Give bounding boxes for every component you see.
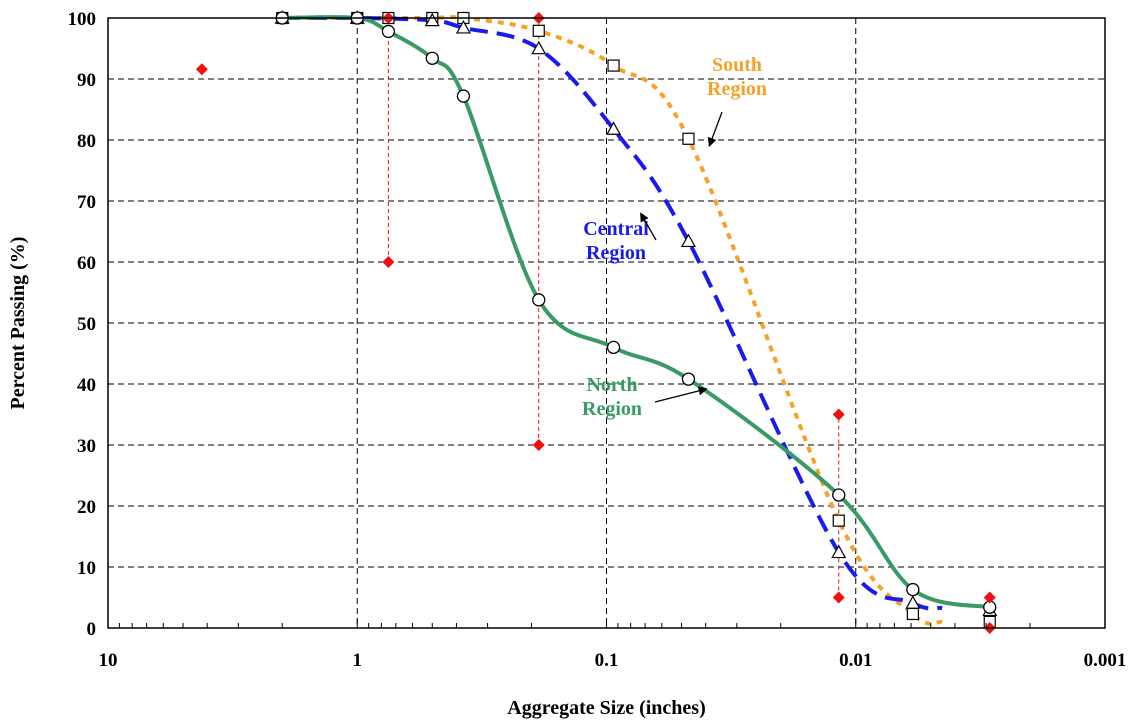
triangle-marker xyxy=(606,121,622,135)
y-tick-label: 70 xyxy=(77,192,96,213)
triangle-marker xyxy=(455,20,471,34)
circle-marker xyxy=(906,582,920,597)
control-ranges xyxy=(387,18,840,598)
control-point-marker xyxy=(983,591,996,604)
annotation-arrow xyxy=(654,386,708,403)
series-line xyxy=(282,15,943,626)
square-marker xyxy=(607,59,620,72)
circle-marker xyxy=(381,24,396,39)
circle-marker xyxy=(832,488,846,502)
annotation-arrow xyxy=(707,111,723,147)
triangle-marker xyxy=(531,40,547,55)
region-annotation-label: North Region xyxy=(582,374,642,420)
control-point-marker xyxy=(832,591,845,604)
square-marker xyxy=(682,132,695,145)
x-tick-label: 0.1 xyxy=(595,650,619,671)
circle-marker xyxy=(606,340,621,355)
x-tick-label: 10 xyxy=(99,650,118,671)
y-tick-label: 10 xyxy=(77,558,96,579)
triangle-marker xyxy=(680,233,696,248)
annotation-arrow xyxy=(640,212,657,241)
triangle-marker xyxy=(905,595,921,609)
axis-ticks xyxy=(108,17,1106,629)
y-tick-label: 50 xyxy=(77,314,96,335)
control-point-marker xyxy=(382,256,395,268)
triangle-marker xyxy=(424,12,440,27)
circle-marker xyxy=(681,372,696,386)
y-tick-label: 30 xyxy=(77,436,96,457)
y-tick-label: 0 xyxy=(87,619,97,640)
y-tick-label: 80 xyxy=(77,131,96,152)
y-tick-label: 60 xyxy=(77,253,96,274)
y-tick-label: 100 xyxy=(68,9,97,30)
y-tick-label: 20 xyxy=(77,497,96,518)
region-annotations: South Region Central Region North Region xyxy=(582,54,767,420)
circle-marker xyxy=(425,51,439,65)
grid-lines xyxy=(108,18,1105,628)
x-tick-label: 0.001 xyxy=(1084,650,1127,671)
x-axis-title: Aggregate Size (inches) xyxy=(507,697,705,719)
square-marker xyxy=(532,24,545,37)
y-tick-label: 90 xyxy=(77,70,96,91)
y-tick-label: 40 xyxy=(77,375,96,396)
square-marker xyxy=(832,514,845,527)
x-tick-label: 0.01 xyxy=(839,650,872,671)
square-marker xyxy=(906,607,919,621)
circle-marker xyxy=(532,293,546,307)
x-tick-label: 1 xyxy=(353,650,363,671)
control-point-marker xyxy=(195,63,208,76)
triangle-marker xyxy=(831,544,847,559)
y-axis-title: Percent Passing (%) xyxy=(7,237,29,410)
region-annotation-label: Central Region xyxy=(583,218,649,264)
circle-marker xyxy=(456,89,471,103)
series-line xyxy=(282,15,943,611)
series-lines xyxy=(282,15,991,626)
region-annotation-label: South Region xyxy=(707,54,767,100)
control-point-marker xyxy=(832,408,845,421)
control-point-marker xyxy=(532,439,545,451)
